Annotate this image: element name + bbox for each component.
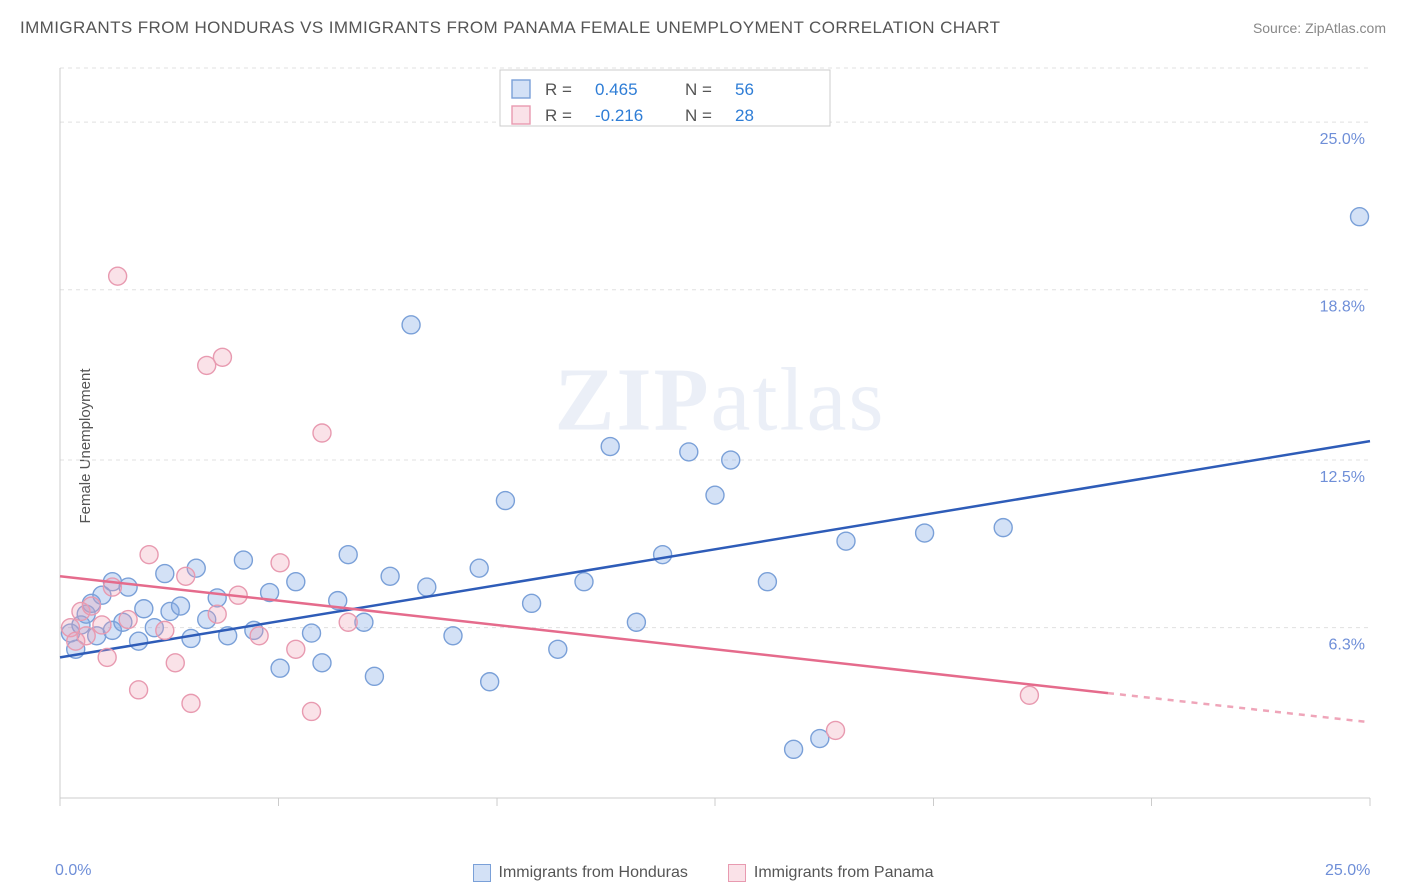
svg-text:R =: R =	[545, 80, 572, 99]
source-prefix: Source:	[1253, 20, 1305, 36]
svg-text:56: 56	[735, 80, 754, 99]
chart-title: IMMIGRANTS FROM HONDURAS VS IMMIGRANTS F…	[20, 18, 1000, 38]
svg-text:N =: N =	[685, 80, 712, 99]
legend-label: Immigrants from Panama	[754, 864, 934, 882]
svg-text:28: 28	[735, 106, 754, 125]
legend-swatch-icon	[728, 864, 746, 882]
x-tick-label-min: 0.0%	[55, 862, 91, 880]
title-bar: IMMIGRANTS FROM HONDURAS VS IMMIGRANTS F…	[20, 18, 1386, 38]
scatter-chart: 6.3% 12.5% 18.8% 25.0% R = 0.465 N = 56 R = -0.21…	[50, 58, 1390, 818]
source-link[interactable]: ZipAtlas.com	[1305, 20, 1386, 36]
svg-text:18.8%: 18.8%	[1320, 299, 1365, 316]
legend-item-honduras: Immigrants from Honduras	[473, 864, 688, 882]
svg-text:0.465: 0.465	[595, 80, 638, 99]
chart-area: 6.3% 12.5% 18.8% 25.0% R = 0.465 N = 56 R = -0.21…	[50, 58, 1390, 818]
x-tick-label-max: 25.0%	[1325, 862, 1370, 880]
svg-text:6.3%: 6.3%	[1329, 637, 1365, 654]
bottom-legend: Immigrants from Honduras Immigrants from…	[0, 864, 1406, 882]
svg-text:-0.216: -0.216	[595, 106, 643, 125]
svg-text:25.0%: 25.0%	[1320, 131, 1365, 148]
svg-text:12.5%: 12.5%	[1320, 469, 1365, 486]
legend-label: Immigrants from Honduras	[499, 864, 688, 882]
svg-text:R =: R =	[545, 106, 572, 125]
source-attribution: Source: ZipAtlas.com	[1253, 20, 1386, 36]
legend-swatch-icon	[473, 864, 491, 882]
svg-text:N =: N =	[685, 106, 712, 125]
legend-item-panama: Immigrants from Panama	[728, 864, 934, 882]
